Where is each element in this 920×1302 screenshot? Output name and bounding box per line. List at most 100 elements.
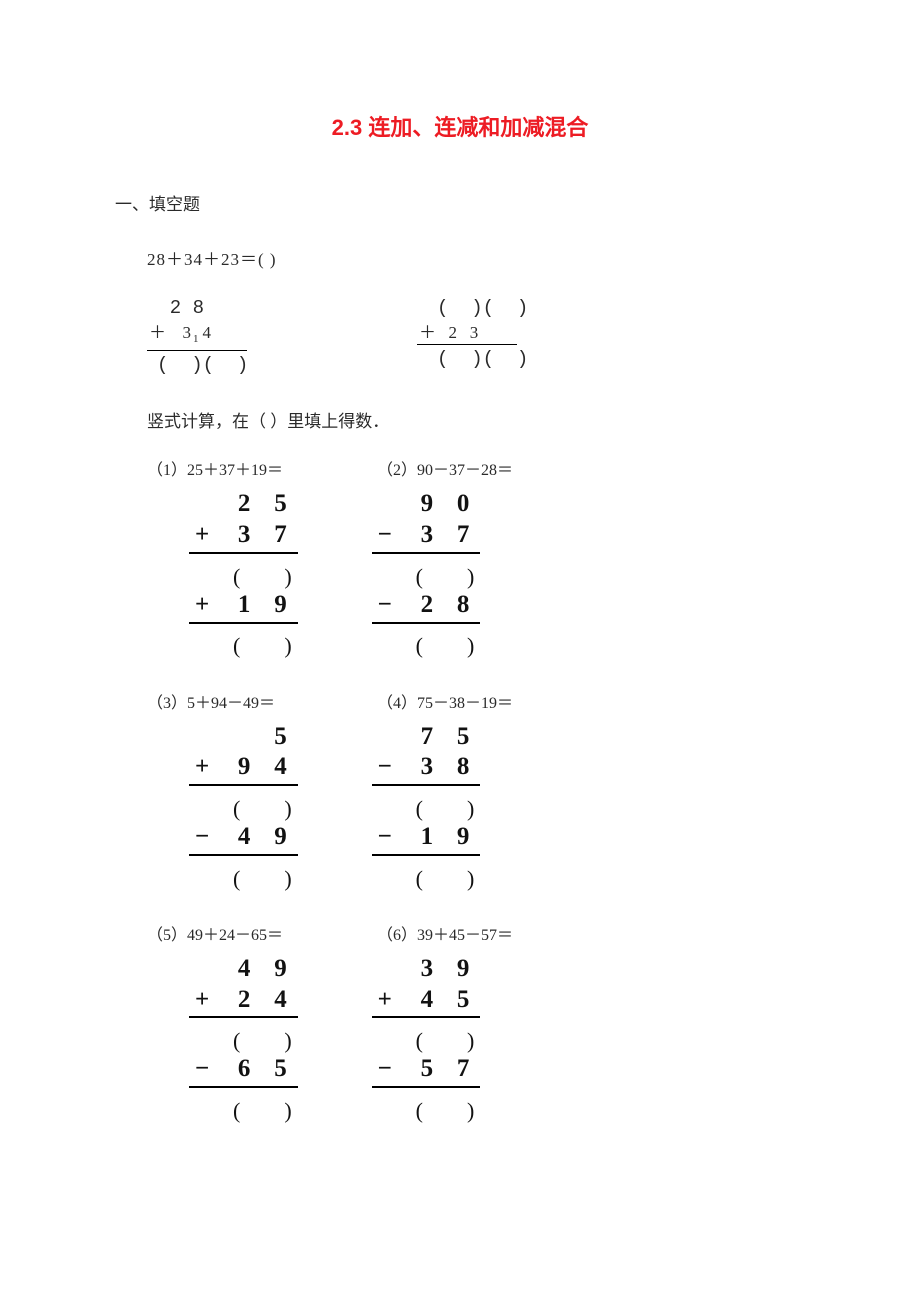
blank-paren: ( ) (227, 1096, 298, 1123)
operator-cell (189, 490, 225, 519)
q1-left-op: ＋ (149, 323, 166, 342)
digit-cell: 8 (446, 753, 480, 782)
blank-paren: ( ) (227, 794, 298, 821)
digit-cell (227, 723, 261, 752)
rule-line (189, 622, 298, 630)
q1-stack-right: ( )( ) ＋ 2 3 ( )( ) (417, 294, 657, 379)
blank-paren: ( ) (410, 562, 481, 589)
blank-paren: ( ) (410, 1096, 481, 1123)
q1-left-row2: ＋ 314 (147, 322, 417, 351)
q2-label-b: （4）75－38－19＝ (377, 689, 513, 713)
digit-cell: 4 (410, 986, 444, 1015)
operator-cell: + (189, 753, 225, 782)
q1-right-op: ＋ (419, 323, 436, 342)
operator-cell: − (372, 521, 408, 550)
rule-line (372, 622, 481, 630)
rule-line (372, 1016, 481, 1024)
digit-cell: 5 (263, 723, 297, 752)
q2-pair-labels: （1）25＋37＋19＝（2）90－37－28＝ (147, 456, 805, 480)
q1-left-a: 3 (183, 323, 192, 342)
digit-cell: 5 (263, 490, 297, 519)
operator-cell (189, 955, 225, 984)
digit-cell: 4 (227, 823, 261, 852)
digit-cell: 1 (227, 591, 261, 620)
rule-line (189, 1016, 298, 1024)
stacked-calc: 5+94( )−49( ) (187, 721, 300, 893)
digit-cell: 9 (263, 823, 297, 852)
operator-cell: − (372, 823, 408, 852)
section-heading: 一、填空题 (115, 190, 805, 215)
digit-cell: 8 (446, 591, 480, 620)
digit-cell: 6 (227, 1055, 261, 1084)
digit-cell: 4 (227, 955, 261, 984)
q2-pair: 25+37( )+19( )90−37( )−28( ) (187, 488, 805, 660)
q1-left-carry: 1 (193, 333, 199, 345)
rule-line (372, 1086, 481, 1094)
blank-paren: ( ) (410, 864, 481, 891)
rule-line (189, 552, 298, 560)
operator-cell: + (372, 986, 408, 1015)
q2-label-a: （5）49＋24－65＝ (147, 921, 377, 945)
stacked-calc: 25+37( )+19( ) (187, 488, 300, 660)
question-1: 28＋34＋23＝( ) 2 8 ＋ 314 ( )( ) ( )( ) (147, 245, 805, 379)
blank-paren: ( ) (410, 1026, 481, 1053)
digit-cell: 3 (410, 753, 444, 782)
q1-left-result: ( )( ) (147, 351, 417, 379)
q2-pair-labels: （5）49＋24－65＝（6）39＋45－57＝ (147, 921, 805, 945)
digit-cell: 2 (227, 986, 261, 1015)
digit-cell: 9 (446, 823, 480, 852)
blank-paren: ( ) (410, 632, 481, 659)
digit-cell: 7 (410, 723, 444, 752)
q1-right-num: 2 3 (449, 323, 479, 342)
operator-cell: − (372, 753, 408, 782)
digit-cell: 9 (410, 490, 444, 519)
stacked-calc: 90−37( )−28( ) (370, 488, 483, 660)
rule-line (189, 854, 298, 862)
rule-line (372, 784, 481, 792)
stacked-calc: 39+45( )−57( ) (370, 953, 483, 1125)
blank-paren: ( ) (410, 794, 481, 821)
digit-cell: 1 (410, 823, 444, 852)
q2-label-a: （3）5＋94－49＝ (147, 689, 377, 713)
q2-label-b: （6）39＋45－57＝ (377, 921, 513, 945)
q2-instruction: 竖式计算，在（ ）里填上得数． (147, 407, 805, 432)
blank-paren: ( ) (227, 562, 298, 589)
rule-line (372, 854, 481, 862)
operator-cell: + (189, 986, 225, 1015)
digit-cell: 3 (410, 521, 444, 550)
blank-paren: ( ) (227, 864, 298, 891)
q1-expression: 28＋34＋23＝( ) (147, 245, 805, 270)
q2-label-b: （2）90－37－28＝ (377, 456, 513, 480)
digit-cell: 5 (446, 723, 480, 752)
operator-cell: − (372, 591, 408, 620)
operator-cell (372, 955, 408, 984)
digit-cell: 9 (446, 955, 480, 984)
blank-paren: ( ) (227, 1026, 298, 1053)
operator-cell: − (189, 823, 225, 852)
digit-cell: 4 (263, 986, 297, 1015)
q1-right-row2: ＋ 2 3 (417, 322, 657, 345)
digit-cell: 7 (446, 1055, 480, 1084)
operator-cell: − (372, 1055, 408, 1084)
digit-cell: 2 (410, 591, 444, 620)
digit-cell: 9 (227, 753, 261, 782)
q2-pair: 49+24( )−65( )39+45( )−57( ) (187, 953, 805, 1125)
digit-cell: 3 (410, 955, 444, 984)
digit-cell: 9 (263, 955, 297, 984)
operator-cell: − (189, 1055, 225, 1084)
q2-pair-labels: （3）5＋94－49＝（4）75－38－19＝ (147, 689, 805, 713)
q1-stack-left: 2 8 ＋ 314 ( )( ) (147, 294, 417, 379)
operator-cell: + (189, 521, 225, 550)
q1-right-result: ( )( ) (417, 345, 657, 373)
digit-cell: 5 (410, 1055, 444, 1084)
q2-label-a: （1）25＋37＋19＝ (147, 456, 377, 480)
q1-left-row1: 2 8 (147, 294, 417, 322)
rule-line (189, 784, 298, 792)
digit-cell: 7 (263, 521, 297, 550)
digit-cell: 5 (263, 1055, 297, 1084)
worksheet-page: 2.3 连加、连减和加减混合 一、填空题 28＋34＋23＝( ) 2 8 ＋ … (0, 0, 920, 1302)
stacked-calc: 75−38( )−19( ) (370, 721, 483, 893)
digit-cell: 7 (446, 521, 480, 550)
digit-cell: 2 (227, 490, 261, 519)
digit-cell: 9 (263, 591, 297, 620)
